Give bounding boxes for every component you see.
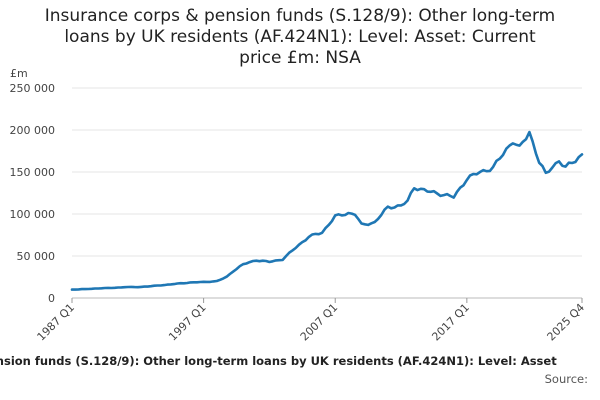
footer-caption: ension funds (S.128/9): Other long-term … bbox=[0, 354, 600, 372]
source-label: Source: bbox=[544, 372, 588, 386]
x-tick-label: 2017 Q1 bbox=[429, 301, 472, 344]
x-tick-label: 2007 Q1 bbox=[298, 301, 341, 344]
x-tick-label: 2025 Q4 bbox=[545, 301, 588, 344]
chart-title-line-2: loans by UK residents (AF.424N1): Level:… bbox=[64, 27, 536, 47]
footer-caption-text: ension funds (S.128/9): Other long-term … bbox=[0, 354, 557, 368]
chart-title-line-1: Insurance corps & pension funds (S.128/9… bbox=[44, 6, 556, 26]
y-tick-label: 150 000 bbox=[10, 166, 56, 179]
y-tick-label: 50 000 bbox=[17, 250, 56, 263]
y-axis-unit-label: £m bbox=[10, 67, 28, 80]
x-tick-label: 1987 Q1 bbox=[35, 301, 78, 344]
y-tick-label: 250 000 bbox=[10, 82, 56, 95]
y-tick-label: 200 000 bbox=[10, 124, 56, 137]
x-tick-label: 1997 Q1 bbox=[166, 301, 209, 344]
y-tick-label: 100 000 bbox=[10, 208, 56, 221]
chart-title: Insurance corps & pension funds (S.128/9… bbox=[0, 6, 600, 69]
y-tick-label: 0 bbox=[48, 292, 55, 305]
chart-title-line-3: price £m: NSA bbox=[239, 48, 361, 68]
series-line bbox=[70, 130, 584, 291]
